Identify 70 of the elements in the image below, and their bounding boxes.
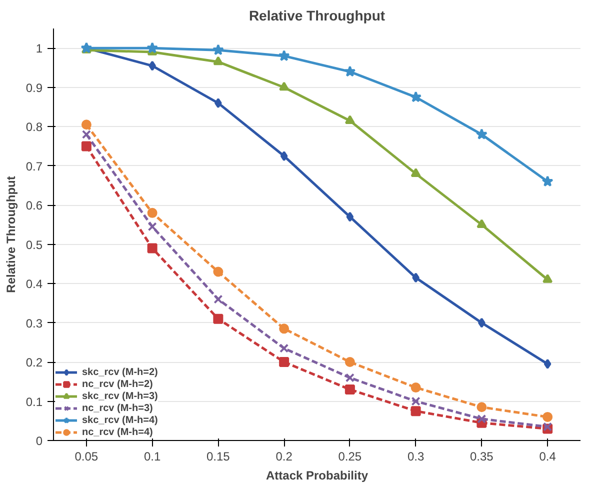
point: [213, 266, 224, 277]
y-tick-label: 0.3: [26, 316, 43, 330]
legend-label: nc_rcv (M-h=4): [82, 426, 153, 438]
point: [148, 222, 157, 232]
y-axis-title: Relative Throughput: [4, 176, 18, 293]
chart-title: Relative Throughput: [248, 8, 386, 24]
y-tick-label: 0.1: [26, 394, 43, 409]
y-tick-label: 0.2: [26, 356, 43, 370]
point: [344, 384, 355, 394]
point: [146, 42, 158, 54]
point: [543, 422, 552, 432]
x-tick-label: 0.3: [407, 450, 424, 464]
point: [410, 168, 421, 177]
point: [214, 294, 223, 304]
x-tick-label: 0.05: [74, 450, 98, 464]
x-tick-label: 0.25: [338, 450, 362, 464]
point: [81, 141, 92, 152]
y-tick-label: 0.6: [26, 198, 43, 213]
point: [82, 130, 91, 139]
point: [346, 212, 354, 222]
point: [279, 82, 290, 91]
x-tick-label: 0.2: [276, 450, 293, 464]
point: [542, 412, 553, 422]
x-tick-label: 0.1: [144, 450, 161, 464]
point: [344, 115, 355, 124]
point: [410, 382, 421, 393]
point: [344, 357, 355, 368]
legend-label: nc_rcv (M-h=2): [82, 378, 153, 390]
point: [410, 406, 421, 416]
y-tick-label: 0.5: [26, 238, 43, 252]
point: [476, 128, 488, 140]
point: [542, 176, 554, 187]
point: [81, 120, 92, 130]
point: [147, 243, 158, 254]
point: [279, 357, 290, 368]
point: [542, 274, 553, 283]
point: [278, 50, 290, 62]
point: [147, 208, 158, 218]
point: [412, 272, 420, 283]
point: [212, 44, 224, 56]
x-tick-label: 0.15: [206, 450, 230, 464]
point: [279, 324, 290, 334]
x-tick-label: 0.4: [539, 450, 556, 464]
point: [213, 314, 224, 324]
y-tick-label: 1: [36, 42, 43, 56]
point: [213, 56, 224, 66]
legend-label: skc_rcv (M-h=2): [82, 366, 158, 378]
point: [344, 66, 356, 77]
legend-label: skc_rcv (M-h=3): [82, 390, 158, 402]
point: [148, 60, 156, 71]
point: [476, 219, 487, 228]
y-tick-label: 0.9: [26, 80, 43, 95]
point: [345, 373, 354, 382]
x-tick-label: 0.35: [470, 450, 494, 464]
point: [478, 318, 486, 328]
y-tick-label: 0.4: [26, 277, 43, 292]
point: [280, 344, 289, 353]
point: [411, 396, 420, 406]
legend-label: nc_rcv (M-h=3): [82, 402, 153, 414]
legend-label: skc_rcv (M-h=4): [82, 414, 158, 426]
point: [410, 91, 422, 102]
x-axis-title: Attack Probability: [266, 468, 368, 482]
point: [214, 98, 222, 108]
point: [280, 151, 288, 162]
point: [476, 402, 487, 412]
y-tick-label: 0.7: [26, 159, 43, 174]
point: [477, 414, 486, 424]
y-tick-label: 0: [36, 434, 43, 448]
point: [544, 358, 552, 369]
y-tick-label: 0.8: [26, 120, 43, 134]
